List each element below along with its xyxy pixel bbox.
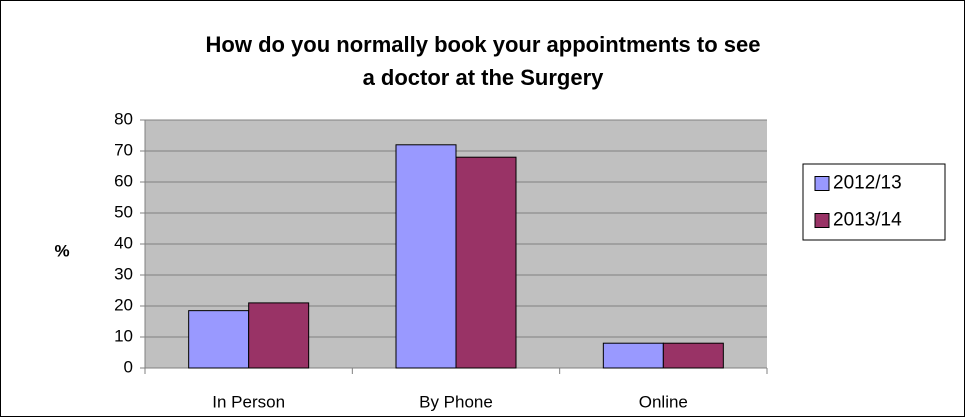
bar — [662, 342, 724, 369]
legend-label: 2013/14 — [833, 210, 902, 231]
y-tick-label: 20 — [114, 295, 133, 314]
y-tick-label: 0 — [124, 357, 133, 376]
chart-title: How do you normally book your appointmen… — [206, 32, 761, 57]
y-tick-label: 70 — [114, 140, 133, 159]
legend-swatch — [814, 176, 830, 191]
y-tick-label: 40 — [114, 233, 133, 252]
y-tick-label: 30 — [114, 264, 133, 283]
legend-swatch — [814, 213, 830, 228]
x-tick-label: Online — [639, 392, 688, 411]
y-tick-label: 50 — [114, 202, 133, 221]
y-axis-label: % — [54, 241, 69, 260]
bar — [602, 342, 664, 369]
y-tick-label: 60 — [114, 171, 133, 190]
bar — [395, 144, 457, 369]
y-tick-label: 10 — [114, 326, 133, 345]
chart-title: a doctor at the Surgery — [363, 65, 605, 90]
bar — [188, 310, 250, 369]
x-tick-label: By Phone — [419, 392, 493, 411]
x-tick-label: In Person — [212, 392, 285, 411]
bar — [248, 302, 310, 369]
y-tick-label: 80 — [114, 109, 133, 128]
legend-label: 2012/13 — [833, 173, 902, 194]
bar — [455, 156, 517, 369]
